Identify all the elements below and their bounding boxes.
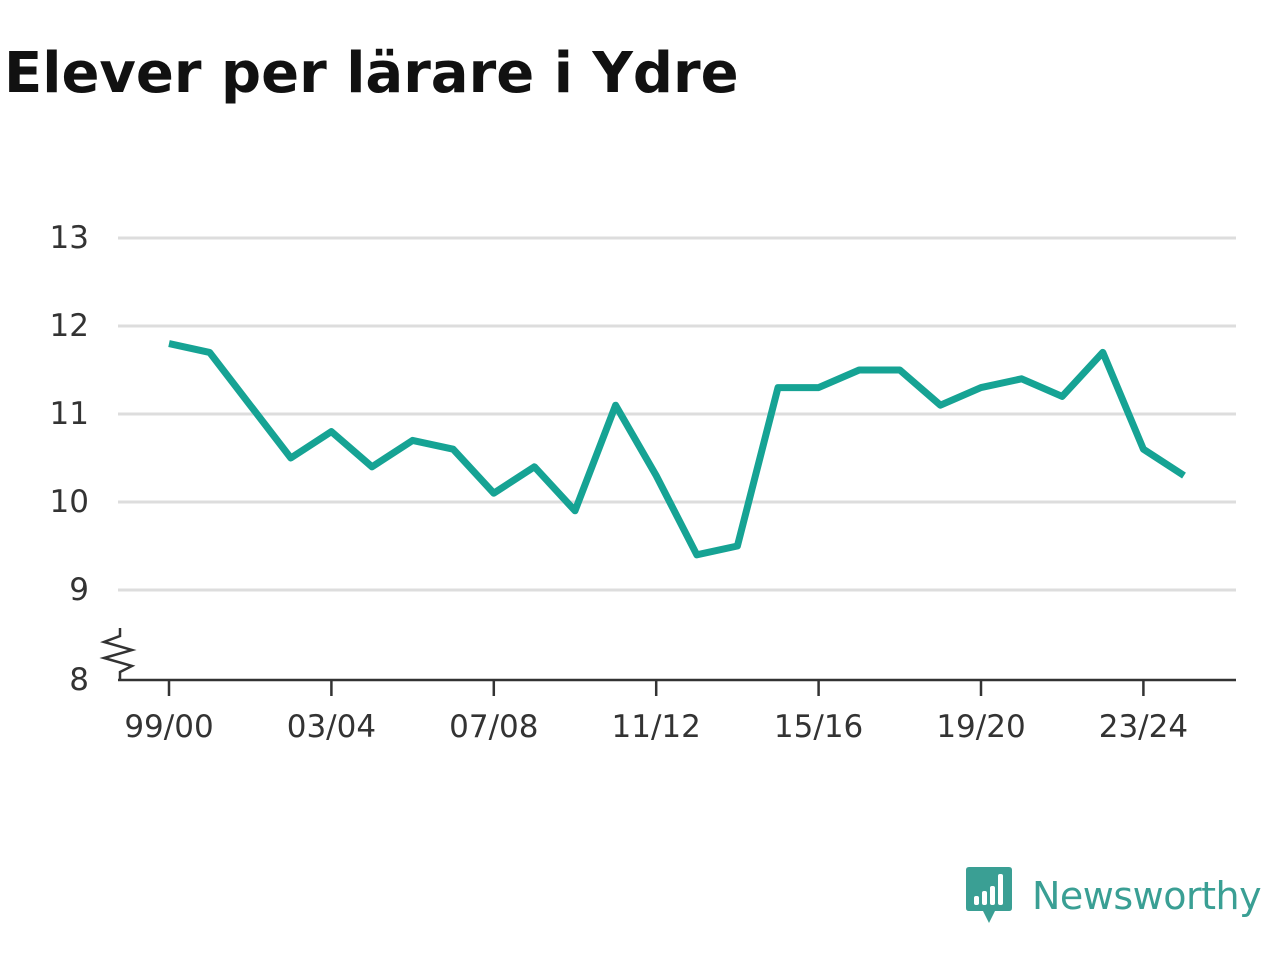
series-lines [168,340,1186,559]
y-axis-break-icon [99,628,137,680]
axes [99,628,1236,696]
x-tick-label: 19/20 [936,709,1025,745]
x-tick-label: 03/04 [287,709,376,745]
newsworthy-brand: Newsworthy [964,864,1262,928]
x-tick-label: 11/12 [612,709,701,745]
newsworthy-chat-bars-icon [966,867,1012,923]
y-tick-labels: 8 9 10 11 12 13 [50,220,89,698]
y-tick-label: 10 [50,484,89,520]
y-tick-label: 9 [69,572,89,608]
x-tick-label: 15/16 [774,709,863,745]
x-tick-labels: 99/00 03/04 07/08 11/12 15/16 19/20 23/24 [124,709,1188,745]
x-tick-label: 07/08 [449,709,538,745]
x-tick-label: 99/00 [124,709,213,745]
brand-name: Newsworthy [1032,874,1262,918]
y-tick-label: 11 [50,396,89,432]
x-tick-label: 23/24 [1099,709,1188,745]
y-tick-label: 8 [69,662,89,698]
series-line [168,340,1186,559]
y-tick-label: 13 [50,220,89,256]
chart-title: Elever per lärare i Ydre [4,41,739,106]
grid-lines [118,236,1236,592]
y-tick-label: 12 [50,308,89,344]
